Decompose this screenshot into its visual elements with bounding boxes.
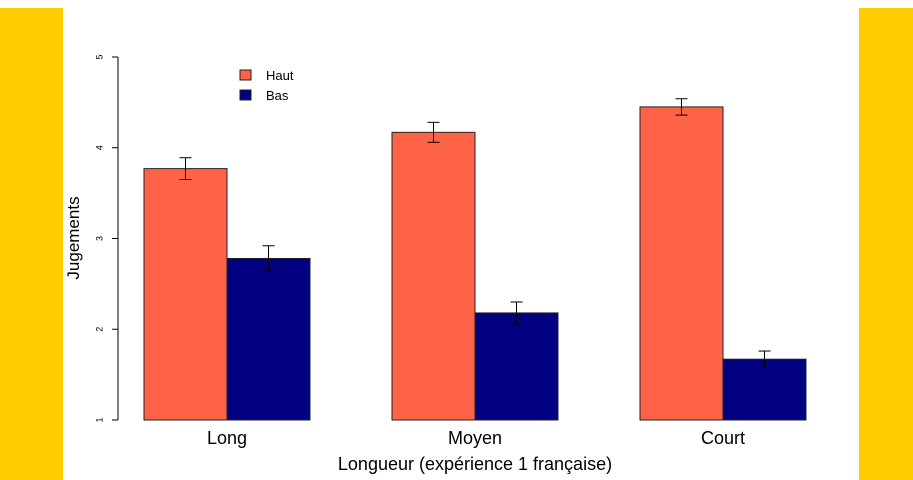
bar-haut	[143, 168, 228, 421]
legend-swatch	[239, 69, 252, 81]
right-accent-stripe	[859, 8, 913, 480]
legend-label: Bas	[266, 88, 289, 103]
y-tick-label: 4	[94, 145, 104, 150]
bars	[143, 106, 807, 421]
bar-bas	[474, 312, 559, 421]
y-tick-label: 1	[94, 417, 104, 422]
x-tick-label: Long	[207, 428, 247, 448]
bar-bas	[226, 257, 311, 421]
legend: Haut Bas	[239, 68, 294, 103]
x-tick-label: Court	[701, 428, 745, 448]
y-tick-label: 3	[94, 236, 104, 241]
error-bars	[179, 98, 771, 368]
bar-haut	[639, 106, 724, 421]
legend-swatch	[239, 89, 252, 101]
bar-bas	[722, 358, 807, 421]
x-axis-label: Longueur (expérience 1 française)	[338, 454, 612, 474]
y-axis: 1 2 3 4 5	[94, 54, 119, 423]
y-axis-label: Jugements	[64, 196, 83, 279]
left-accent-stripe	[0, 8, 63, 480]
bar-haut	[391, 131, 476, 421]
y-tick-label: 5	[94, 54, 104, 59]
x-tick-label: Moyen	[448, 428, 502, 448]
y-tick-label: 2	[94, 327, 104, 332]
x-tick-labels: Long Moyen Court	[207, 428, 745, 448]
legend-label: Haut	[266, 68, 294, 83]
